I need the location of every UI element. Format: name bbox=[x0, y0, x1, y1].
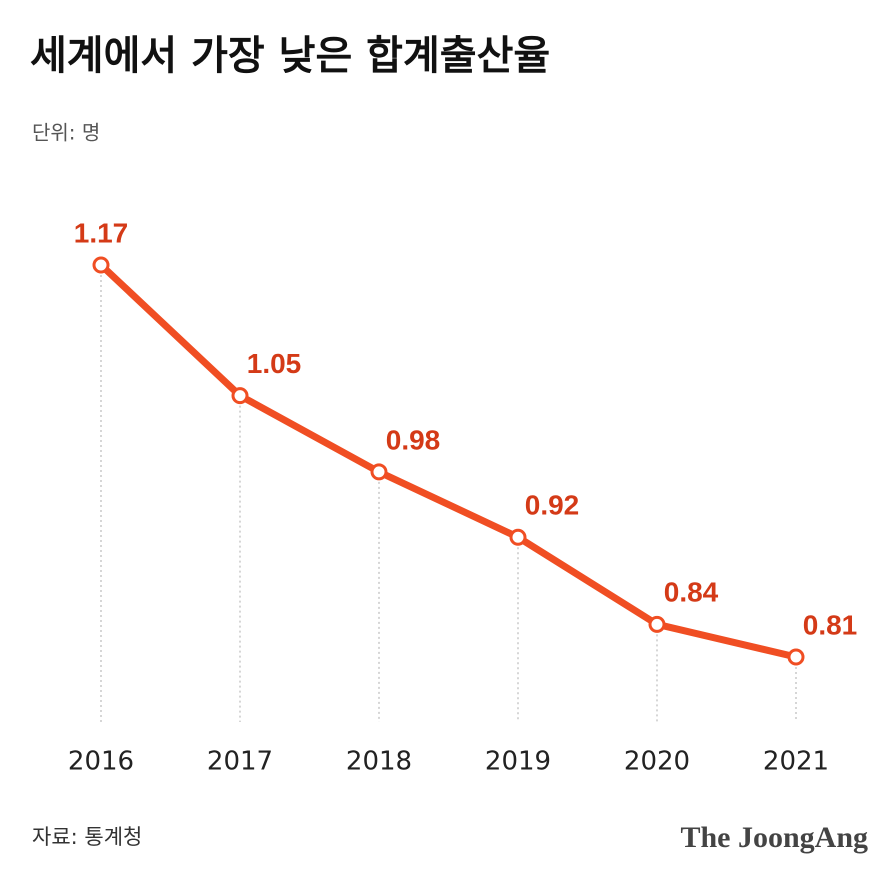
data-label: 0.92 bbox=[525, 490, 580, 521]
x-tick-label: 2019 bbox=[485, 747, 551, 777]
x-tick-label: 2018 bbox=[346, 747, 412, 777]
data-label: 1.17 bbox=[74, 217, 129, 248]
line bbox=[98, 262, 797, 661]
data-label: 0.98 bbox=[386, 424, 441, 455]
point bbox=[231, 387, 249, 405]
x-tick-label: 2021 bbox=[763, 747, 829, 777]
data-label: 1.05 bbox=[247, 348, 302, 379]
x-tick-label: 2016 bbox=[68, 747, 134, 777]
point bbox=[787, 648, 805, 666]
point bbox=[370, 463, 388, 481]
data-label: 0.84 bbox=[664, 577, 719, 608]
chart-title: 세계에서 가장 낮은 합계출산율 bbox=[30, 33, 550, 79]
logo: The JoongAng bbox=[680, 821, 868, 854]
x-tick-label: 2017 bbox=[207, 747, 273, 777]
source: 자료: 통계청 bbox=[32, 825, 142, 849]
point bbox=[509, 528, 527, 546]
point bbox=[648, 615, 666, 633]
x-tick-label: 2020 bbox=[624, 747, 690, 777]
data-label: 0.81 bbox=[803, 609, 858, 640]
point bbox=[92, 256, 110, 274]
chart-subtitle: 단위: 명 bbox=[32, 121, 100, 145]
